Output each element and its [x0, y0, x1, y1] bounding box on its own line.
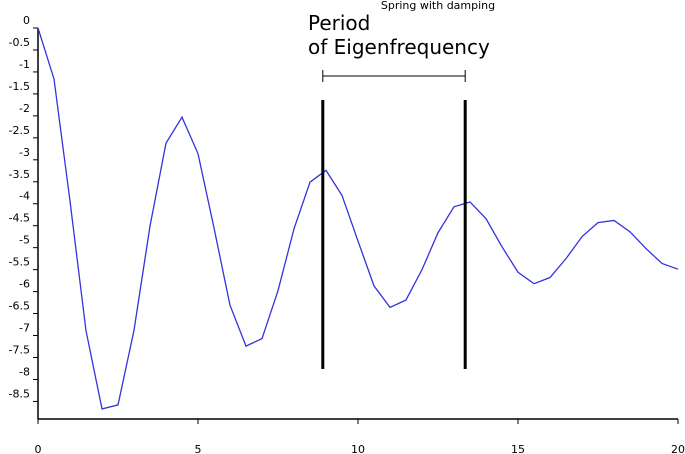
- y-tick-label: -6: [19, 278, 30, 291]
- y-tick-label: -8: [19, 365, 30, 378]
- annotation: Period: [308, 11, 370, 35]
- period-bracket: [322, 70, 466, 82]
- y-tick-label: -1.5: [9, 80, 30, 93]
- y-tick-label: -1: [19, 58, 30, 71]
- y-tick-label: -8.5: [9, 387, 30, 400]
- x-tick-label: 10: [351, 443, 365, 454]
- y-tick-label: -4.5: [9, 212, 30, 225]
- y-tick-label: -7: [19, 322, 30, 335]
- x-tick-label: 0: [35, 443, 42, 454]
- y-tick-label: -4: [19, 190, 30, 203]
- annotation: of Eigenfrequency: [308, 35, 490, 59]
- y-tick-label: -3: [19, 146, 30, 159]
- y-tick-label: -7.5: [9, 343, 30, 356]
- x-tick-label: 20: [671, 443, 685, 454]
- x-tick-label: 15: [511, 443, 525, 454]
- y-tick-label: -6.5: [9, 300, 30, 313]
- y-tick-label: -2.5: [9, 124, 30, 137]
- y-tick-label: -2: [19, 102, 30, 115]
- y-tick-label: -3.5: [9, 168, 30, 181]
- line: [37, 27, 679, 410]
- chart-title: Spring with damping: [381, 0, 495, 12]
- x-tick-label: 5: [195, 443, 202, 454]
- y-tick-label: -5.5: [9, 256, 30, 269]
- y-tick-label: 0: [23, 14, 30, 27]
- y-tick-label: -5: [19, 234, 30, 247]
- y-tick-label: -0.5: [9, 36, 30, 49]
